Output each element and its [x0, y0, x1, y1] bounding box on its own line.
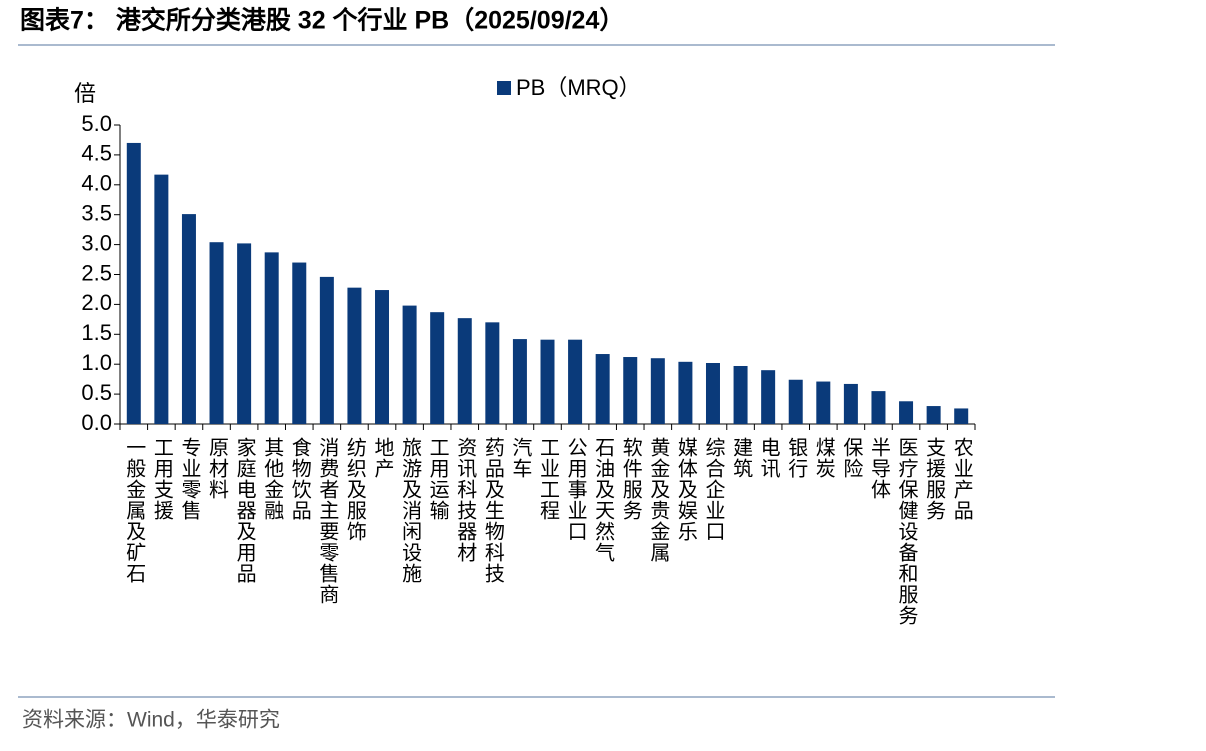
- x-tick-label: 软件服务: [619, 437, 642, 521]
- source: 资料来源：Wind，华泰研究: [22, 709, 280, 732]
- bar: [540, 339, 555, 424]
- bar: [347, 287, 362, 424]
- x-tick-label: 农业产品: [950, 437, 973, 521]
- bar: [568, 339, 583, 424]
- x-tick-label: 一般金属及矿石: [123, 437, 146, 584]
- x-tick-label: 旅游及消闲设施: [399, 437, 422, 584]
- x-tick-label: 石油及天然气: [592, 437, 615, 563]
- y-tick-label: 5.0: [81, 111, 112, 136]
- chart-title: 图表7： 港交所分类港股 32 个行业 PB（2025/09/24）: [20, 6, 624, 35]
- x-tick-label: 电讯: [757, 437, 780, 479]
- y-tick-label: 1.0: [81, 350, 112, 375]
- x-tick-label: 家庭电器及用品: [233, 437, 256, 584]
- x-tick-label: 工用支援: [150, 437, 173, 521]
- y-tick-label: 0.0: [81, 410, 112, 435]
- bar: [154, 174, 169, 424]
- x-tick-label: 综合企业口: [702, 437, 725, 542]
- x-tick-label: 药品及生物科技: [481, 437, 504, 584]
- x-tick-label: 媒体及娱乐: [674, 437, 697, 542]
- x-tick-label: 专业零售: [178, 437, 201, 521]
- x-tick-label: 其他金融: [261, 437, 284, 521]
- x-tick-label: 纺织及服饰: [343, 437, 366, 542]
- x-tick-label: 医疗保健设备和服务: [895, 437, 918, 626]
- y-tick-label: 2.5: [81, 260, 112, 285]
- x-tick-label: 资讯科技器材: [454, 437, 477, 563]
- bar: [623, 357, 638, 424]
- y-tick-label: 0.5: [81, 380, 112, 405]
- bar: [264, 252, 279, 424]
- y-tick-label: 4.5: [81, 141, 112, 166]
- bar: [237, 243, 252, 424]
- bar: [430, 312, 445, 424]
- x-tick-label: 工业工程: [537, 437, 560, 521]
- bar: [926, 406, 941, 424]
- x-tick-label: 保险: [840, 437, 863, 479]
- x-tick-label: 煤炭: [812, 437, 835, 479]
- bar: [788, 379, 803, 424]
- x-tick-label: 汽车: [509, 437, 532, 479]
- y-tick-label: 2.0: [81, 290, 112, 315]
- bar: [899, 401, 914, 424]
- bar: [292, 262, 307, 424]
- bar: [209, 242, 224, 424]
- bar: [595, 354, 610, 424]
- bar: [457, 318, 472, 424]
- bar: [485, 322, 500, 424]
- y-tick-label: 3.5: [81, 201, 112, 226]
- y-tick-label: 1.5: [81, 320, 112, 345]
- bar: [650, 358, 665, 424]
- x-tick-label: 食物饮品: [288, 437, 311, 521]
- x-tick-label: 支援服务: [923, 437, 946, 521]
- bar: [181, 214, 196, 424]
- legend-label: PB（MRQ）: [516, 75, 641, 100]
- x-tick-label: 公用事业口: [564, 437, 587, 542]
- bar: [954, 408, 969, 424]
- bar: [512, 339, 527, 424]
- x-tick-label: 消费者主要零售商: [316, 437, 339, 605]
- bar: [126, 142, 141, 424]
- x-tick-label: 黄金及贵金属: [647, 437, 670, 563]
- bar: [761, 370, 776, 424]
- legend-swatch: [497, 81, 511, 95]
- x-tick-label: 工用运输: [426, 437, 449, 521]
- bar: [402, 305, 417, 424]
- y-tick-label: 3.0: [81, 230, 112, 255]
- bar: [871, 391, 886, 424]
- bar: [705, 363, 720, 424]
- bar: [733, 365, 748, 424]
- y-axis-label: 倍: [74, 81, 96, 106]
- x-tick-label: 地产: [371, 437, 394, 479]
- bar: [816, 381, 831, 424]
- bar: [678, 361, 693, 424]
- y-tick-label: 4.0: [81, 171, 112, 196]
- bar: [319, 276, 334, 424]
- x-tick-label: 原材料: [206, 437, 229, 500]
- x-tick-label: 银行: [785, 437, 808, 479]
- bar: [375, 290, 390, 424]
- bar: [843, 383, 858, 424]
- x-tick-label: 半导体: [867, 437, 890, 500]
- x-tick-label: 建筑: [730, 437, 753, 479]
